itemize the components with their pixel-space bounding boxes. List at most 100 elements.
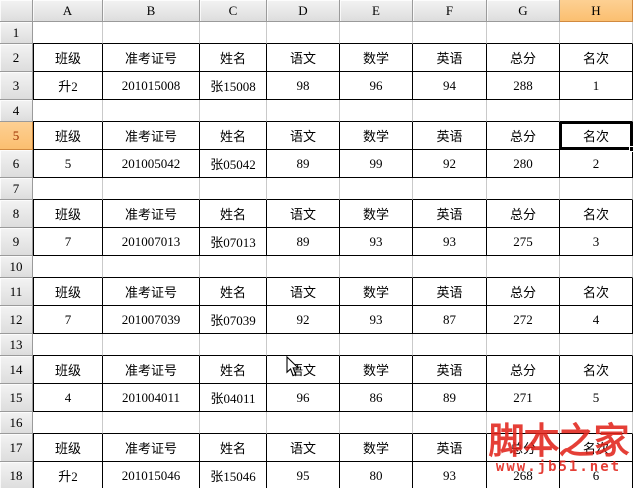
cell-G4[interactable]	[487, 100, 560, 122]
cell-F8[interactable]: 英语	[413, 200, 487, 228]
cell-H1[interactable]	[560, 22, 633, 44]
cell-H16[interactable]	[560, 412, 633, 434]
cell-G9[interactable]: 275	[487, 228, 560, 256]
cell-G6[interactable]: 280	[487, 150, 560, 178]
cell-F4[interactable]	[413, 100, 487, 122]
row-header-13[interactable]: 13	[0, 334, 33, 356]
cell-C12[interactable]: 张07039	[200, 306, 267, 334]
cell-A11[interactable]: 班级	[33, 278, 103, 306]
cell-A7[interactable]	[33, 178, 103, 200]
cell-B2[interactable]: 准考证号	[103, 44, 200, 72]
cell-B6[interactable]: 201005042	[103, 150, 200, 178]
cell-G10[interactable]	[487, 256, 560, 278]
column-header-D[interactable]: D	[267, 0, 340, 22]
cell-E18[interactable]: 80	[340, 462, 413, 488]
cell-F9[interactable]: 93	[413, 228, 487, 256]
cell-H11[interactable]: 名次	[560, 278, 633, 306]
cell-A4[interactable]	[33, 100, 103, 122]
column-header-H[interactable]: H	[560, 0, 633, 22]
cell-E7[interactable]	[340, 178, 413, 200]
cell-B18[interactable]: 201015046	[103, 462, 200, 488]
cell-A2[interactable]: 班级	[33, 44, 103, 72]
row-header-12[interactable]: 12	[0, 306, 33, 334]
row-header-6[interactable]: 6	[0, 150, 33, 178]
cell-B8[interactable]: 准考证号	[103, 200, 200, 228]
cell-C4[interactable]	[200, 100, 267, 122]
cell-A13[interactable]	[33, 334, 103, 356]
cell-B4[interactable]	[103, 100, 200, 122]
cell-F15[interactable]: 89	[413, 384, 487, 412]
cell-H7[interactable]	[560, 178, 633, 200]
cell-C13[interactable]	[200, 334, 267, 356]
cell-B13[interactable]	[103, 334, 200, 356]
cell-H17[interactable]: 名次	[560, 434, 633, 462]
cell-C18[interactable]: 张15046	[200, 462, 267, 488]
cell-D12[interactable]: 92	[267, 306, 340, 334]
cell-C17[interactable]: 姓名	[200, 434, 267, 462]
cell-H10[interactable]	[560, 256, 633, 278]
cell-A9[interactable]: 7	[33, 228, 103, 256]
cell-G14[interactable]: 总分	[487, 356, 560, 384]
cell-F5[interactable]: 英语	[413, 122, 487, 150]
cell-F14[interactable]: 英语	[413, 356, 487, 384]
cell-A12[interactable]: 7	[33, 306, 103, 334]
row-header-18[interactable]: 18	[0, 462, 33, 488]
cell-D9[interactable]: 89	[267, 228, 340, 256]
cell-E15[interactable]: 86	[340, 384, 413, 412]
cell-A5[interactable]: 班级	[33, 122, 103, 150]
cell-G18[interactable]: 268	[487, 462, 560, 488]
cell-D7[interactable]	[267, 178, 340, 200]
column-header-F[interactable]: F	[413, 0, 487, 22]
cell-H9[interactable]: 3	[560, 228, 633, 256]
row-header-4[interactable]: 4	[0, 100, 33, 122]
cell-D17[interactable]: 语文	[267, 434, 340, 462]
column-header-G[interactable]: G	[487, 0, 560, 22]
row-header-2[interactable]: 2	[0, 44, 33, 72]
cell-B7[interactable]	[103, 178, 200, 200]
cell-B16[interactable]	[103, 412, 200, 434]
cell-B12[interactable]: 201007039	[103, 306, 200, 334]
cell-F11[interactable]: 英语	[413, 278, 487, 306]
cell-G16[interactable]	[487, 412, 560, 434]
cell-F16[interactable]	[413, 412, 487, 434]
cell-B17[interactable]: 准考证号	[103, 434, 200, 462]
cell-B1[interactable]	[103, 22, 200, 44]
row-header-8[interactable]: 8	[0, 200, 33, 228]
row-header-3[interactable]: 3	[0, 72, 33, 100]
cell-E4[interactable]	[340, 100, 413, 122]
cell-A16[interactable]	[33, 412, 103, 434]
cell-C15[interactable]: 张04011	[200, 384, 267, 412]
cell-H2[interactable]: 名次	[560, 44, 633, 72]
cell-E2[interactable]: 数学	[340, 44, 413, 72]
cell-A10[interactable]	[33, 256, 103, 278]
cell-D16[interactable]	[267, 412, 340, 434]
cell-A3[interactable]: 升2	[33, 72, 103, 100]
cell-E14[interactable]: 数学	[340, 356, 413, 384]
cell-E1[interactable]	[340, 22, 413, 44]
cell-F12[interactable]: 87	[413, 306, 487, 334]
cell-C11[interactable]: 姓名	[200, 278, 267, 306]
cell-A18[interactable]: 升2	[33, 462, 103, 488]
cell-H14[interactable]: 名次	[560, 356, 633, 384]
cell-C1[interactable]	[200, 22, 267, 44]
cell-D11[interactable]: 语文	[267, 278, 340, 306]
cell-C3[interactable]: 张15008	[200, 72, 267, 100]
cell-E11[interactable]: 数学	[340, 278, 413, 306]
cell-F7[interactable]	[413, 178, 487, 200]
cell-C14[interactable]: 姓名	[200, 356, 267, 384]
cell-H8[interactable]: 名次	[560, 200, 633, 228]
cell-A17[interactable]: 班级	[33, 434, 103, 462]
cell-A15[interactable]: 4	[33, 384, 103, 412]
cell-H3[interactable]: 1	[560, 72, 633, 100]
cell-G11[interactable]: 总分	[487, 278, 560, 306]
cell-G15[interactable]: 271	[487, 384, 560, 412]
cell-D3[interactable]: 98	[267, 72, 340, 100]
cell-G8[interactable]: 总分	[487, 200, 560, 228]
cell-F10[interactable]	[413, 256, 487, 278]
cell-E13[interactable]	[340, 334, 413, 356]
row-header-10[interactable]: 10	[0, 256, 33, 278]
cell-C8[interactable]: 姓名	[200, 200, 267, 228]
row-header-1[interactable]: 1	[0, 22, 33, 44]
row-header-9[interactable]: 9	[0, 228, 33, 256]
select-all-corner[interactable]	[0, 0, 33, 22]
